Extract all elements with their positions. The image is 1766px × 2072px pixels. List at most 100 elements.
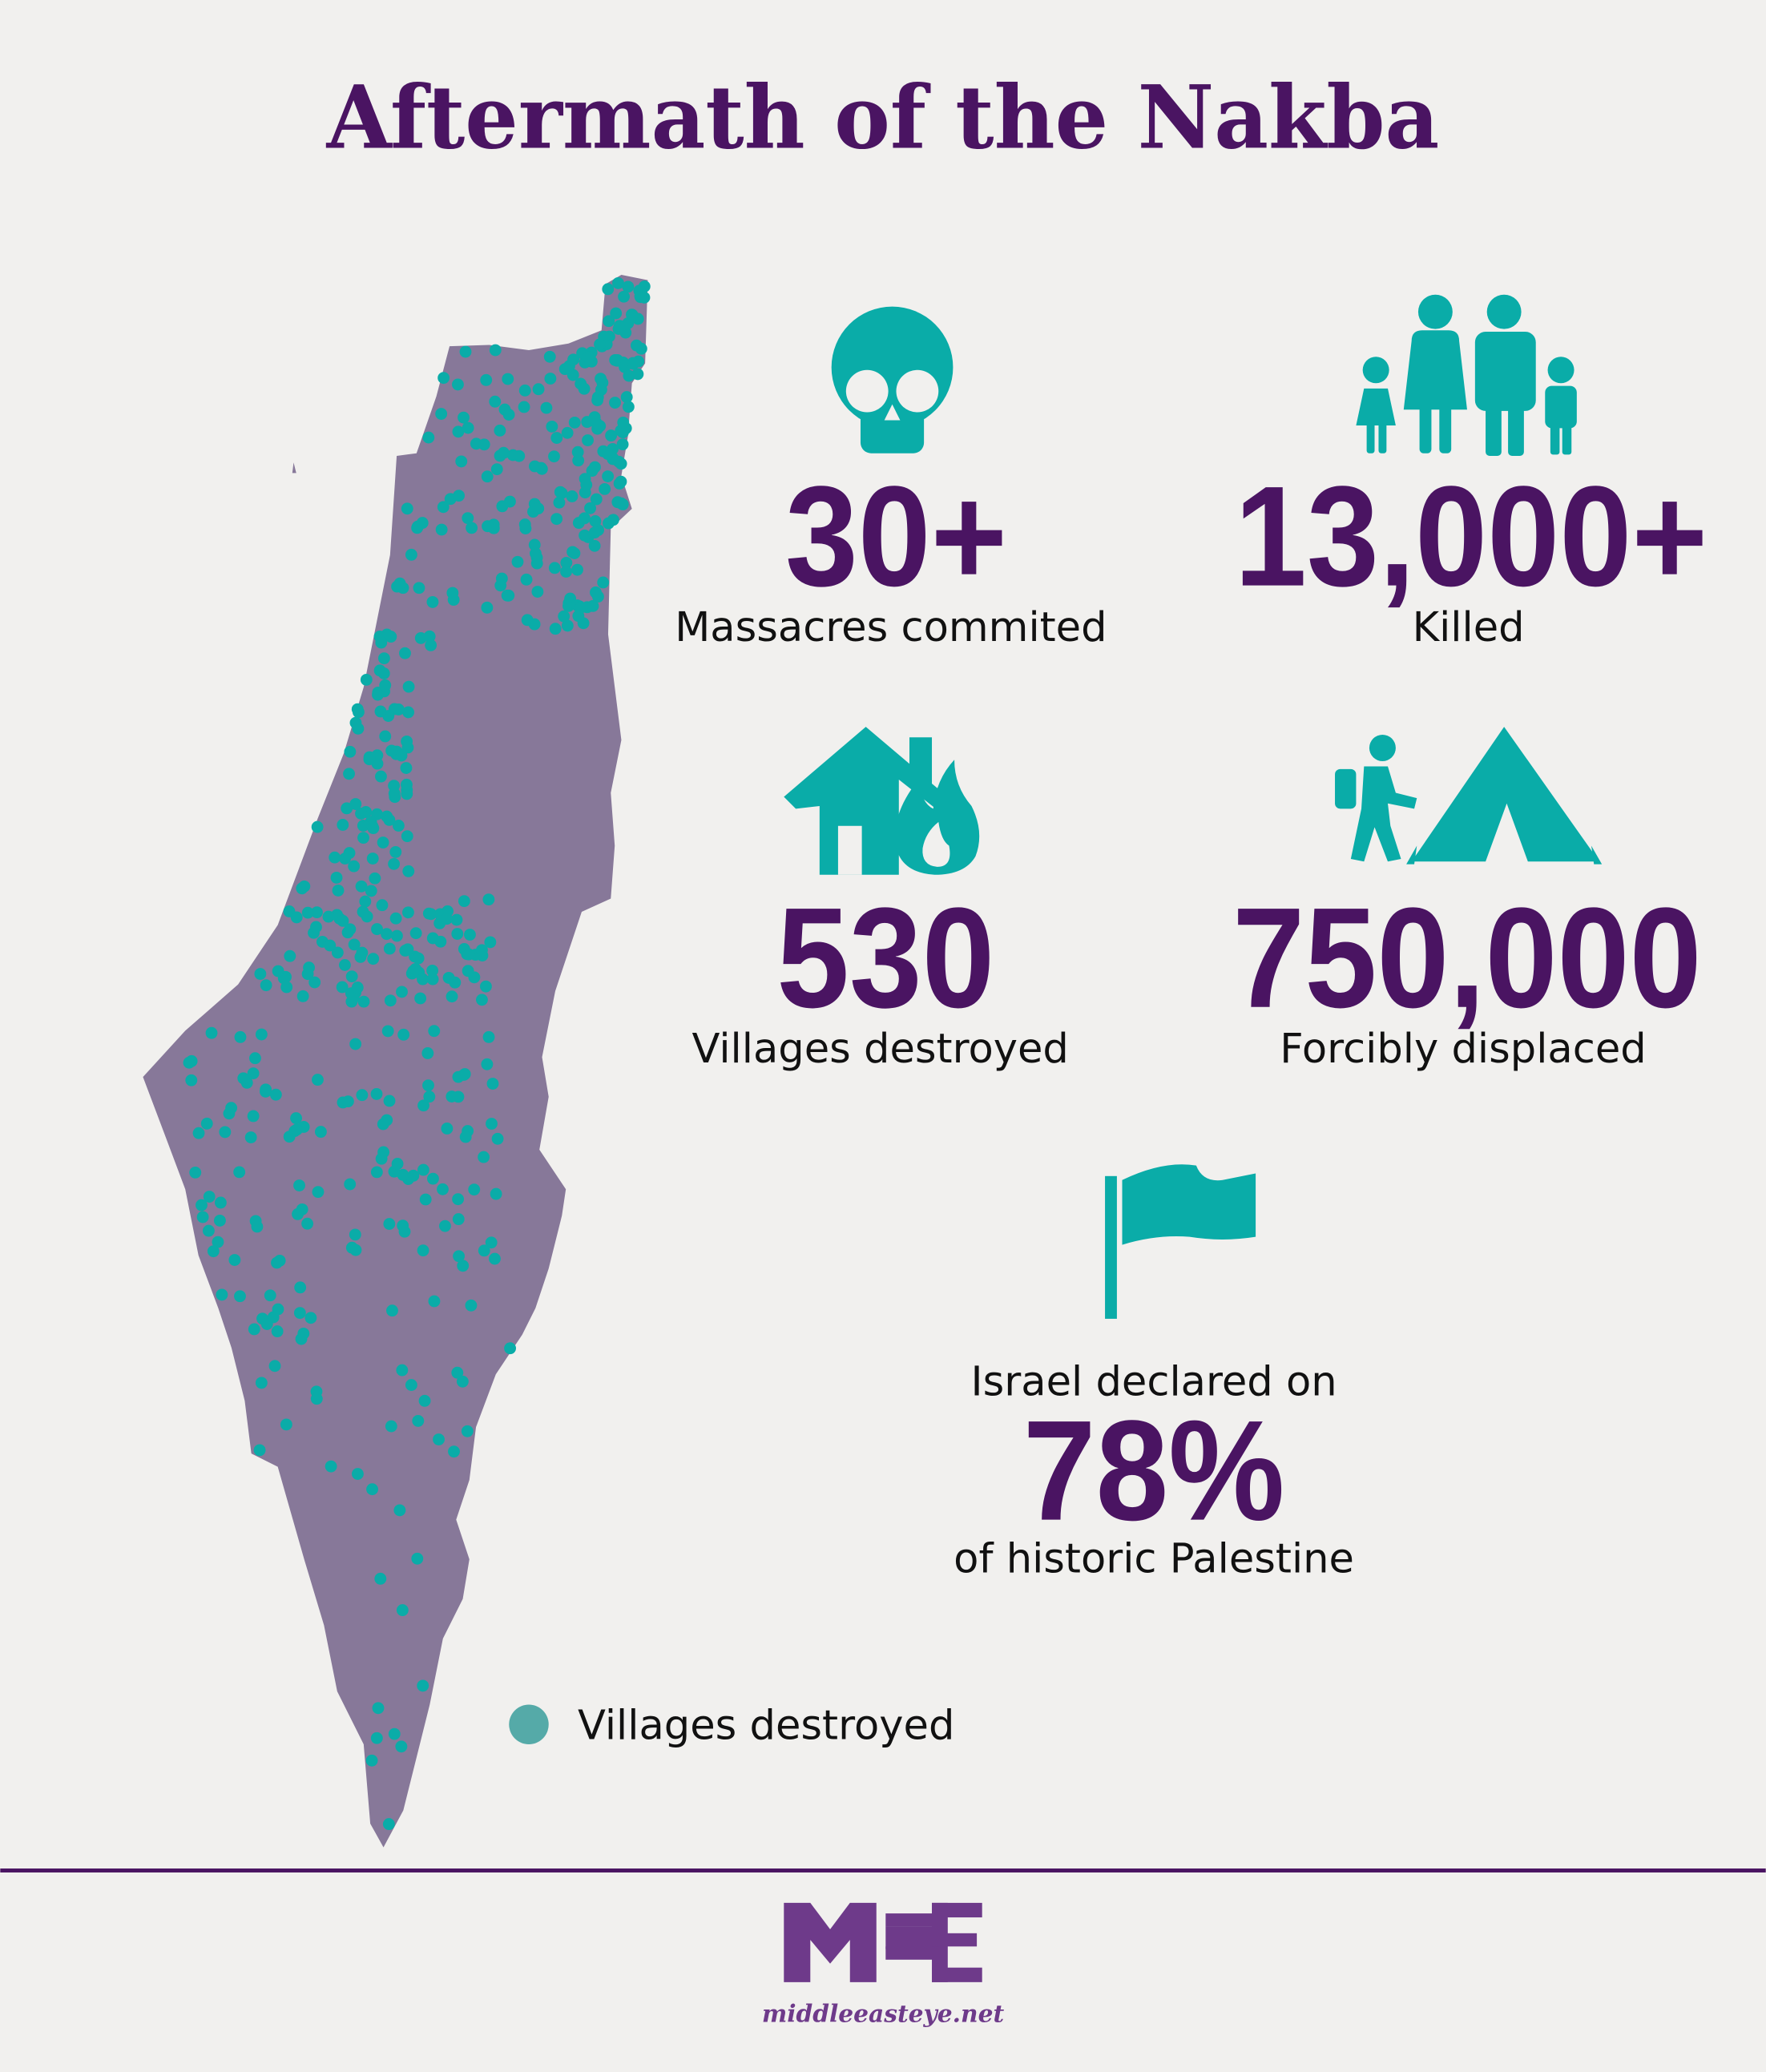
footer-divider: [0, 1868, 1766, 1872]
village-dot: [291, 1123, 303, 1136]
village-dot: [348, 938, 361, 951]
village-dot: [489, 1252, 501, 1265]
village-dot: [489, 395, 502, 408]
village-dot: [344, 1178, 357, 1191]
village-dot: [579, 529, 591, 542]
village-dot: [617, 426, 629, 439]
village-dot: [233, 1166, 246, 1179]
village-dot: [253, 1444, 266, 1457]
village-dot: [308, 976, 321, 989]
village-dot: [312, 1074, 324, 1086]
village-dot: [383, 1094, 396, 1107]
village-dot: [370, 1166, 383, 1179]
village-dot: [260, 1318, 273, 1330]
village-dot: [529, 547, 542, 560]
footer-url[interactable]: middleeasteye.net: [762, 1999, 1005, 2027]
stat-value-massacres: 30+: [785, 457, 1007, 616]
village-dot: [455, 455, 468, 468]
village-dot: [399, 647, 411, 659]
village-dot: [425, 908, 437, 921]
village-dot: [558, 363, 571, 376]
village-dot: [520, 573, 533, 586]
village-dot: [401, 778, 413, 791]
village-dot: [365, 1754, 378, 1767]
village-dot: [200, 1117, 213, 1130]
village-dot: [546, 420, 558, 433]
village-dot: [426, 973, 439, 986]
village-dot: [310, 921, 322, 933]
village-dot: [638, 280, 651, 292]
village-dot: [428, 1025, 441, 1038]
village-dot: [355, 880, 368, 893]
village-dot: [456, 1375, 469, 1388]
village-dot: [566, 490, 579, 502]
village-dot: [595, 383, 607, 396]
village-dot: [518, 401, 530, 413]
village-dot: [377, 836, 389, 849]
village-dot: [292, 1207, 304, 1220]
village-dot: [425, 639, 437, 651]
village-dot: [579, 512, 591, 525]
village-dot: [482, 520, 494, 533]
village-dot: [405, 548, 417, 561]
village-dot: [441, 1123, 454, 1135]
map-outline: [143, 275, 648, 1848]
village-dot: [384, 994, 397, 1007]
village-dot: [476, 994, 488, 1006]
village-dot: [595, 373, 607, 385]
village-dot: [290, 1112, 302, 1125]
village-dot: [207, 1245, 220, 1258]
stat-label-killed: Killed: [1413, 604, 1525, 651]
village-dot: [607, 514, 619, 526]
village-dot: [597, 445, 610, 458]
village-dot: [301, 1217, 314, 1230]
village-dot: [255, 1028, 268, 1041]
village-dot: [567, 353, 580, 366]
village-dot: [437, 501, 450, 514]
village-dot: [388, 857, 401, 870]
village-dot: [272, 965, 284, 978]
village-dot: [560, 566, 572, 578]
village-dot: [482, 1030, 495, 1043]
village-dot: [196, 1211, 209, 1223]
village-dot: [486, 1078, 499, 1090]
village-dot: [447, 594, 460, 607]
village-dot: [249, 1215, 262, 1227]
village-dot: [548, 450, 560, 463]
village-dot: [532, 383, 545, 396]
village-dot: [427, 1172, 439, 1185]
village-dot: [337, 914, 349, 927]
mee-logo: [784, 1902, 982, 1982]
village-dot: [617, 417, 630, 429]
village-dot: [568, 547, 581, 559]
village-dot: [371, 923, 383, 935]
village-dot: [426, 932, 439, 945]
stat-value-villages: 530: [776, 878, 994, 1038]
village-dot: [529, 460, 541, 473]
village-dot: [360, 673, 373, 686]
village-dot: [611, 496, 624, 509]
village-dot: [337, 819, 349, 831]
village-dot: [426, 595, 439, 608]
village-dot: [468, 1183, 481, 1196]
village-dot: [418, 1394, 431, 1407]
village-dot: [219, 1126, 232, 1139]
village-dot: [630, 339, 643, 352]
village-dot: [375, 636, 388, 649]
village-dot: [397, 1219, 409, 1232]
stat-label-villages: Villages destroyed: [692, 1026, 1069, 1073]
village-dot: [213, 1214, 226, 1227]
village-dot: [325, 1460, 337, 1473]
village-dot: [486, 1118, 498, 1130]
village-dot: [260, 1083, 272, 1096]
village-dot: [341, 1095, 354, 1108]
village-dot: [379, 730, 392, 743]
village-dot: [458, 1069, 470, 1081]
village-dot: [351, 982, 364, 994]
village-dot: [582, 351, 595, 364]
village-dot: [349, 1038, 362, 1050]
village-dot: [435, 523, 448, 536]
village-dot: [452, 425, 465, 438]
village-dot: [383, 1218, 396, 1230]
